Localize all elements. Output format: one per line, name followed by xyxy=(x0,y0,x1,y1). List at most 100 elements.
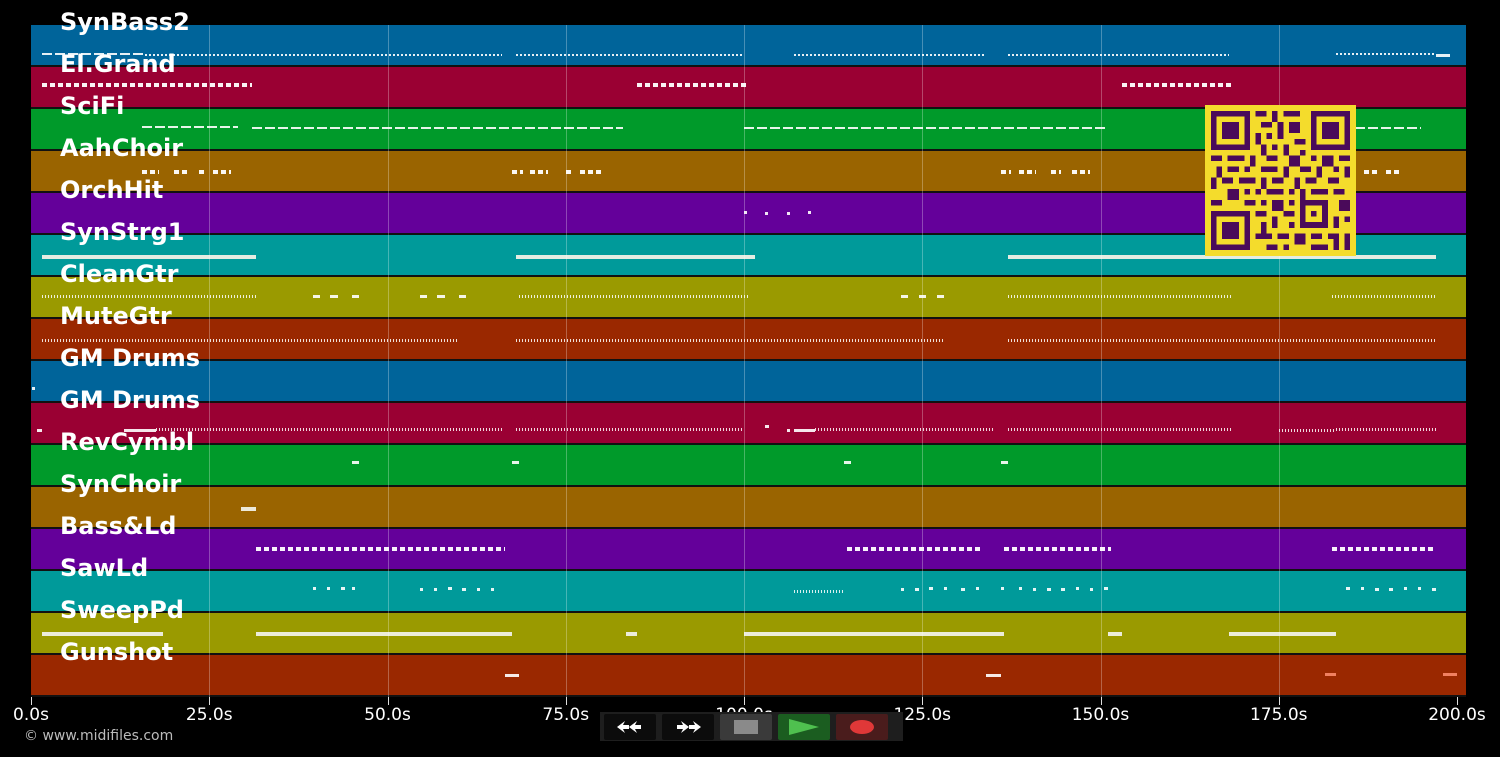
note-segment xyxy=(519,295,748,298)
fast-forward-icon xyxy=(677,720,701,733)
note-segment xyxy=(1018,587,1023,590)
axis-tick xyxy=(565,697,567,705)
track-row[interactable] xyxy=(31,571,1466,613)
axis-tick xyxy=(1457,697,1458,705)
note-segment xyxy=(900,588,905,591)
note-segment xyxy=(530,170,548,174)
track-label: SynChoir xyxy=(60,470,182,498)
note-segment xyxy=(515,428,744,431)
note-segment xyxy=(476,588,481,591)
note-segment xyxy=(36,429,42,432)
note-segment xyxy=(1228,632,1336,636)
rewind-button[interactable] xyxy=(604,713,656,740)
note-segment xyxy=(351,295,359,298)
track-label: GM Drums xyxy=(60,386,201,414)
note-segment xyxy=(847,547,983,551)
note-segment xyxy=(744,632,1005,636)
play-icon xyxy=(789,718,819,735)
note-segment xyxy=(32,387,35,390)
axis-label: 50.0s xyxy=(364,705,411,725)
stop-button[interactable] xyxy=(720,713,772,740)
track-label: Bass&Ld xyxy=(60,512,177,540)
track-row[interactable] xyxy=(31,25,1466,67)
track-label: AahChoir xyxy=(60,134,184,162)
note-segment xyxy=(744,211,747,214)
axis-tick xyxy=(1278,697,1280,705)
track-label: RevCymbl xyxy=(60,428,195,456)
track-row[interactable] xyxy=(31,445,1466,487)
note-segment xyxy=(765,425,769,428)
note-segment xyxy=(1435,54,1450,57)
note-segment xyxy=(515,339,944,342)
track-row[interactable] xyxy=(31,277,1466,319)
note-segment xyxy=(1104,587,1108,590)
track-row[interactable] xyxy=(31,67,1466,109)
note-segment xyxy=(1442,673,1457,676)
note-segment xyxy=(961,588,966,591)
note-segment xyxy=(512,461,520,464)
note-segment xyxy=(419,588,424,591)
record-button[interactable] xyxy=(836,713,888,740)
track-row[interactable] xyxy=(31,319,1466,361)
fast-forward-button[interactable] xyxy=(662,713,714,740)
note-segment xyxy=(41,295,256,298)
note-segment xyxy=(815,428,994,431)
track-row[interactable] xyxy=(31,655,1466,697)
note-segment xyxy=(1364,170,1379,174)
axis-tick xyxy=(1100,697,1102,705)
axis-label: 0.0s xyxy=(13,705,49,725)
note-segment xyxy=(252,127,623,129)
play-button[interactable] xyxy=(778,713,830,740)
note-segment xyxy=(1335,428,1436,431)
note-segment xyxy=(241,507,256,511)
track-label: MuteGtr xyxy=(60,302,172,330)
note-segment xyxy=(462,588,466,591)
note-segment xyxy=(458,295,466,298)
note-segment xyxy=(351,461,359,464)
note-segment xyxy=(580,170,602,174)
note-segment xyxy=(1018,170,1037,174)
note-segment xyxy=(1325,673,1336,676)
axis-label: 175.0s xyxy=(1249,705,1308,725)
note-segment xyxy=(1075,587,1080,590)
note-segment xyxy=(41,53,146,55)
note-segment xyxy=(41,339,459,342)
note-segment xyxy=(433,588,438,591)
note-segment xyxy=(843,461,851,464)
track-label: Gunshot xyxy=(60,638,174,666)
axis-label: 25.0s xyxy=(185,705,233,725)
rewind-icon xyxy=(617,720,641,733)
qr-code xyxy=(1205,105,1356,256)
note-segment xyxy=(986,674,1001,677)
note-segment xyxy=(1389,588,1393,591)
note-segment xyxy=(943,587,948,590)
qr-code-icon xyxy=(1211,111,1350,250)
note-segment xyxy=(1007,255,1436,259)
track-label: SawLd xyxy=(60,554,149,582)
axis-tick xyxy=(31,697,32,705)
track-row[interactable] xyxy=(31,361,1466,403)
axis-label: 200.0s xyxy=(1428,705,1486,725)
note-segment xyxy=(1107,632,1122,636)
note-segment xyxy=(1047,588,1051,591)
note-segment xyxy=(515,255,755,259)
track-row[interactable] xyxy=(31,613,1466,655)
track-label: El.Grand xyxy=(60,50,176,78)
note-segment xyxy=(145,54,502,56)
track-row[interactable] xyxy=(31,403,1466,445)
note-segment xyxy=(808,211,811,214)
note-segment xyxy=(448,587,452,590)
track-row[interactable] xyxy=(31,487,1466,529)
note-segment xyxy=(255,547,506,551)
note-segment xyxy=(512,170,523,174)
note-segment xyxy=(1332,547,1436,551)
note-segment xyxy=(1417,587,1422,590)
note-segment xyxy=(1121,83,1233,87)
note-segment xyxy=(1385,170,1400,174)
note-segment xyxy=(1346,587,1351,590)
track-row[interactable] xyxy=(31,529,1466,571)
note-segment xyxy=(437,295,445,298)
note-segment xyxy=(490,588,495,591)
note-segment xyxy=(915,588,919,591)
note-segment xyxy=(565,170,573,174)
